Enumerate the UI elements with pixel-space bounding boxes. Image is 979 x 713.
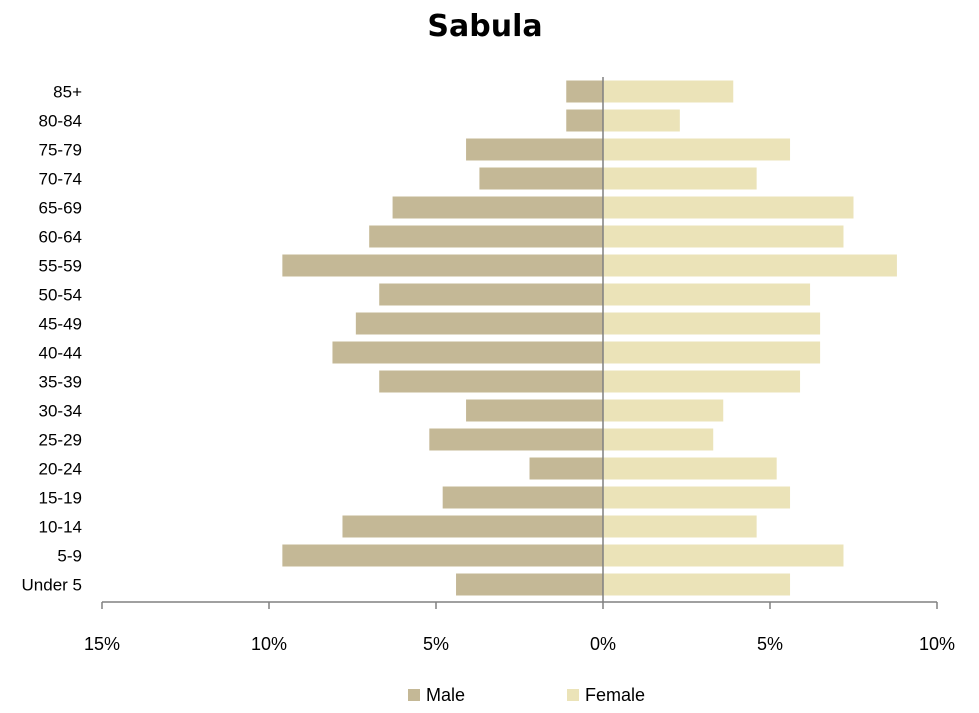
category-label: 55-59: [39, 257, 82, 276]
bar-male: [566, 109, 603, 132]
bar-male: [342, 515, 603, 538]
category-label: 70-74: [39, 170, 82, 189]
bar-female: [603, 196, 854, 219]
bar-female: [603, 428, 714, 451]
bars-layer: [282, 80, 897, 596]
x-tick-label: 10%: [251, 634, 287, 654]
bar-female: [603, 341, 821, 364]
bar-female: [603, 370, 801, 393]
bar-female: [603, 399, 724, 422]
x-tick-label: 0%: [590, 634, 616, 654]
category-label: 35-39: [39, 373, 82, 392]
category-label: 5-9: [57, 547, 82, 566]
bar-male: [479, 167, 603, 190]
bar-male: [369, 225, 603, 248]
legend-label-male: Male: [426, 685, 465, 705]
category-label: 45-49: [39, 315, 82, 334]
legend-label-female: Female: [585, 685, 645, 705]
category-label: 60-64: [39, 228, 82, 247]
bar-female: [603, 254, 897, 277]
category-label: 40-44: [39, 344, 82, 363]
legend-swatch-female: [567, 689, 579, 701]
bar-male: [392, 196, 603, 219]
category-label: 65-69: [39, 199, 82, 218]
bar-male: [466, 399, 603, 422]
bar-female: [603, 573, 791, 596]
bar-male: [355, 312, 603, 335]
bar-female: [603, 167, 757, 190]
bar-female: [603, 109, 680, 132]
category-label: 10-14: [39, 518, 82, 537]
x-tick-label: 15%: [84, 634, 120, 654]
bar-female: [603, 544, 844, 567]
bar-male: [282, 254, 603, 277]
x-tick-label: 10%: [919, 634, 955, 654]
bar-male: [429, 428, 603, 451]
category-label: 25-29: [39, 431, 82, 450]
bar-female: [603, 486, 791, 509]
bar-male: [282, 544, 603, 567]
bar-male: [332, 341, 603, 364]
bar-female: [603, 138, 791, 161]
category-label: 20-24: [39, 460, 82, 479]
bar-female: [603, 515, 757, 538]
category-label: 75-79: [39, 141, 82, 160]
chart-title: Sabula: [427, 9, 542, 44]
bar-female: [603, 457, 777, 480]
bar-male: [529, 457, 603, 480]
x-tick-label: 5%: [423, 634, 449, 654]
category-label: 30-34: [39, 402, 82, 421]
category-label: 80-84: [39, 112, 82, 131]
bar-male: [442, 486, 603, 509]
bar-female: [603, 225, 844, 248]
legend: Male Female: [408, 685, 645, 705]
category-label: 85+: [53, 83, 82, 102]
y-axis-categories: 85+ 80-84 75-79 70-74 65-69 60-64 55-59 50-54 45…: [22, 83, 83, 595]
x-tick-label: 5%: [757, 634, 783, 654]
bar-female: [603, 283, 811, 306]
bar-male: [466, 138, 603, 161]
bar-male: [456, 573, 603, 596]
x-axis: 15% 10% 5% 0% 5% 10%: [84, 77, 955, 654]
bar-male: [566, 80, 603, 103]
bar-female: [603, 312, 821, 335]
category-label: Under 5: [22, 576, 82, 595]
category-label: 15-19: [39, 489, 82, 508]
legend-swatch-male: [408, 689, 420, 701]
category-label: 50-54: [39, 286, 82, 305]
bar-male: [379, 283, 603, 306]
bar-male: [379, 370, 603, 393]
bar-female: [603, 80, 734, 103]
